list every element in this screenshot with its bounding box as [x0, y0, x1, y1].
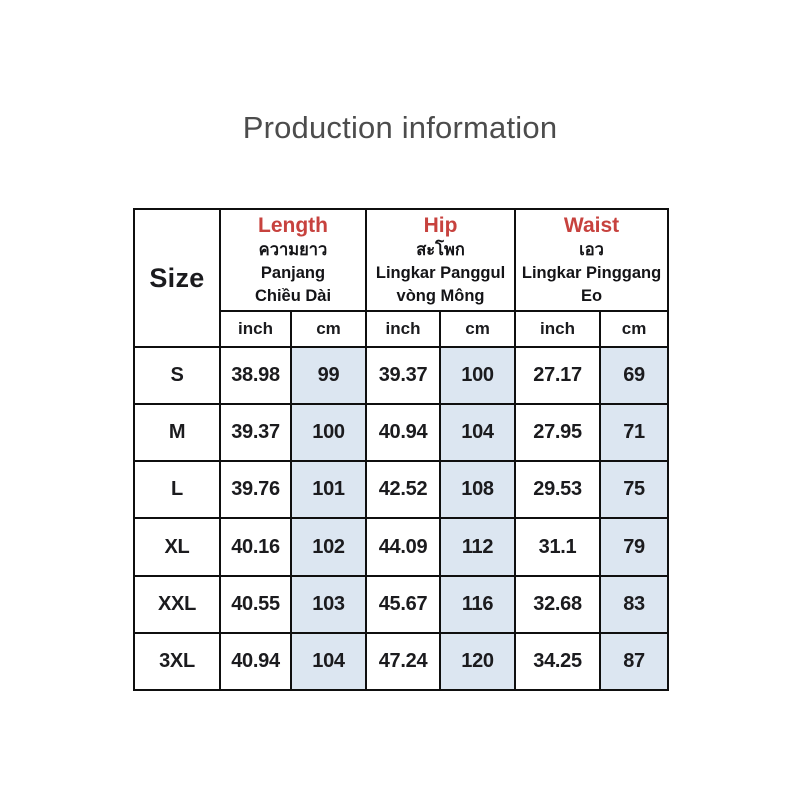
group-header-row: Size Length ความยาว Panjang Chiều Dài Hi… — [133, 208, 670, 348]
waist-unit-cm-header: cm — [599, 310, 670, 348]
cm-value-cell: 99 — [289, 345, 368, 406]
hip-label-vi: vòng Mông — [396, 287, 485, 305]
cm-value-cell: 104 — [439, 403, 517, 463]
hip-label-th: สะโพก — [416, 241, 465, 259]
inch-value-cell: 39.76 — [219, 460, 292, 520]
length-label-th: ความยาว — [258, 241, 328, 259]
waist-column-header: Waist เอว Lingkar Pinggang Eo — [514, 208, 670, 312]
inch-value-cell: 42.52 — [365, 460, 442, 520]
table-row: XL 40.16 102 44.09 112 31.1 79 — [133, 517, 670, 577]
length-label-vi: Chiều Dài — [254, 287, 332, 305]
inch-value-cell: 39.37 — [365, 345, 442, 406]
cm-value-cell: 116 — [439, 574, 517, 634]
waist-unit-inch-header: inch — [514, 310, 602, 348]
hip-column-header: Hip สะโพก Lingkar Panggul vòng Mông — [365, 208, 517, 312]
length-unit-cm-header: cm — [289, 310, 368, 348]
size-cell: L — [133, 460, 221, 520]
inch-value-cell: 34.25 — [514, 631, 602, 692]
cm-value-cell: 112 — [439, 517, 517, 577]
cm-value-cell: 104 — [289, 631, 368, 692]
length-label-id: Panjang — [260, 264, 326, 282]
inch-value-cell: 40.55 — [219, 574, 292, 634]
table-row: S 38.98 99 39.37 100 27.17 69 — [133, 345, 670, 406]
cm-value-cell: 83 — [599, 574, 670, 634]
inch-value-cell: 47.24 — [365, 631, 442, 692]
inch-value-cell: 27.17 — [514, 345, 602, 406]
size-cell: XL — [133, 517, 221, 577]
waist-label-id: Lingkar Pinggang — [521, 264, 662, 282]
size-table: Size Length ความยาว Panjang Chiều Dài Hi… — [133, 208, 670, 692]
inch-value-cell: 31.1 — [514, 517, 602, 577]
units-header-row: inch cm inch cm inch cm — [134, 310, 670, 348]
length-unit-inch-header: inch — [219, 310, 292, 348]
inch-value-cell: 40.94 — [365, 403, 442, 463]
cm-value-cell: 71 — [599, 403, 670, 463]
size-table-body: S 38.98 99 39.37 100 27.17 69 M 39.37 100 40.94 104… — [133, 345, 670, 692]
cm-value-cell: 100 — [289, 403, 368, 463]
hip-unit-inch-header: inch — [365, 310, 442, 348]
inch-value-cell: 40.94 — [219, 631, 292, 692]
size-cell: 3XL — [133, 631, 221, 692]
inch-value-cell: 44.09 — [365, 517, 442, 577]
length-label-en: Length — [258, 214, 328, 237]
cm-value-cell: 100 — [439, 345, 517, 406]
size-cell: S — [133, 345, 221, 406]
inch-value-cell: 29.53 — [514, 460, 602, 520]
cm-value-cell: 69 — [599, 345, 670, 406]
cm-value-cell: 108 — [439, 460, 517, 520]
table-row: L 39.76 101 42.52 108 29.53 75 — [133, 460, 670, 520]
hip-label-en: Hip — [423, 214, 458, 237]
inch-value-cell: 45.67 — [365, 574, 442, 634]
hip-label-id: Lingkar Panggul — [375, 264, 506, 282]
waist-label-th: เอว — [579, 241, 604, 259]
cm-value-cell: 75 — [599, 460, 670, 520]
inch-value-cell: 40.16 — [219, 517, 292, 577]
table-row: 3XL 40.94 104 47.24 120 34.25 87 — [133, 631, 670, 692]
cm-value-cell: 87 — [599, 631, 670, 692]
table-row: M 39.37 100 40.94 104 27.95 71 — [133, 403, 670, 463]
cm-value-cell: 120 — [439, 631, 517, 692]
inch-value-cell: 32.68 — [514, 574, 602, 634]
waist-label-vi: Eo — [580, 287, 603, 305]
size-cell: M — [133, 403, 221, 463]
inch-value-cell: 38.98 — [219, 345, 292, 406]
cm-value-cell: 101 — [289, 460, 368, 520]
inch-value-cell: 39.37 — [219, 403, 292, 463]
cm-value-cell: 102 — [289, 517, 368, 577]
size-column-header: Size — [133, 208, 221, 348]
waist-label-en: Waist — [563, 214, 620, 237]
page-title: Production information — [242, 110, 558, 145]
length-column-header: Length ความยาว Panjang Chiều Dài — [218, 208, 368, 312]
cm-value-cell: 103 — [289, 574, 368, 634]
hip-unit-cm-header: cm — [439, 310, 517, 348]
inch-value-cell: 27.95 — [514, 403, 602, 463]
size-cell: XXL — [133, 574, 221, 634]
table-row: XXL 40.55 103 45.67 116 32.68 83 — [133, 574, 670, 634]
cm-value-cell: 79 — [599, 517, 670, 577]
